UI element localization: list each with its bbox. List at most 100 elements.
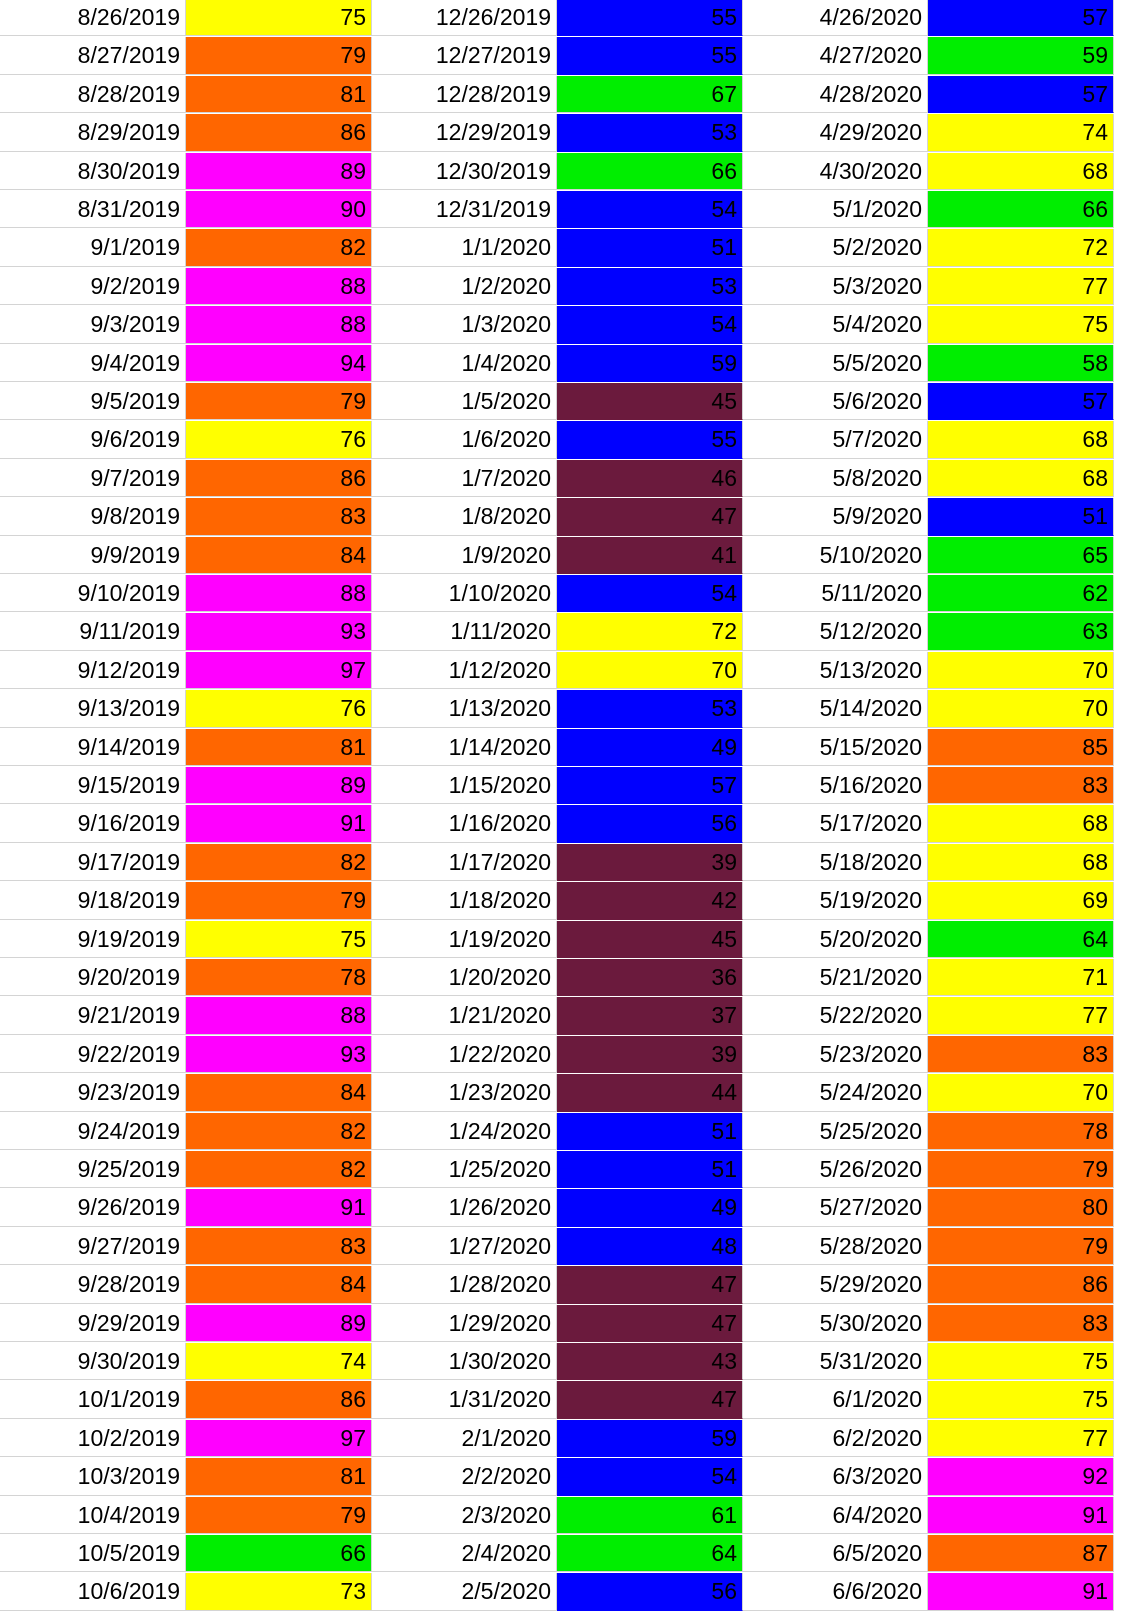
value-cell[interactable]: 66 bbox=[928, 191, 1114, 229]
value-cell[interactable]: 75 bbox=[928, 1343, 1114, 1381]
value-cell[interactable]: 74 bbox=[186, 1343, 372, 1381]
value-cell[interactable]: 63 bbox=[928, 613, 1114, 651]
date-cell[interactable]: 9/17/2019 bbox=[0, 843, 186, 882]
value-cell[interactable]: 70 bbox=[557, 651, 743, 690]
value-cell[interactable]: 36 bbox=[557, 959, 743, 997]
value-cell[interactable]: 42 bbox=[557, 882, 743, 920]
date-cell[interactable]: 2/4/2020 bbox=[372, 1535, 557, 1573]
date-cell[interactable]: 9/19/2019 bbox=[0, 920, 186, 958]
value-cell[interactable]: 64 bbox=[928, 920, 1114, 958]
date-cell[interactable]: 8/31/2019 bbox=[0, 191, 186, 229]
value-cell[interactable]: 82 bbox=[186, 843, 372, 882]
date-cell[interactable]: 1/18/2020 bbox=[372, 882, 557, 920]
date-cell[interactable]: 1/27/2020 bbox=[372, 1227, 557, 1266]
value-cell[interactable]: 89 bbox=[186, 767, 372, 805]
date-cell[interactable]: 8/30/2019 bbox=[0, 152, 186, 190]
value-cell[interactable]: 39 bbox=[557, 1035, 743, 1074]
date-cell[interactable]: 4/30/2020 bbox=[743, 152, 928, 190]
value-cell[interactable]: 47 bbox=[557, 498, 743, 536]
date-cell[interactable]: 1/19/2020 bbox=[372, 920, 557, 958]
date-cell[interactable]: 9/1/2019 bbox=[0, 229, 186, 267]
value-cell[interactable]: 81 bbox=[186, 75, 372, 114]
date-cell[interactable]: 1/5/2020 bbox=[372, 383, 557, 421]
value-cell[interactable]: 94 bbox=[186, 344, 372, 382]
date-cell[interactable]: 9/29/2019 bbox=[0, 1304, 186, 1342]
value-cell[interactable]: 72 bbox=[928, 229, 1114, 267]
value-cell[interactable]: 64 bbox=[557, 1535, 743, 1573]
value-cell[interactable]: 53 bbox=[557, 690, 743, 728]
date-cell[interactable]: 5/13/2020 bbox=[743, 651, 928, 690]
date-cell[interactable]: 12/31/2019 bbox=[372, 191, 557, 229]
value-cell[interactable]: 47 bbox=[557, 1304, 743, 1342]
value-cell[interactable]: 45 bbox=[557, 383, 743, 421]
date-cell[interactable]: 9/4/2019 bbox=[0, 344, 186, 382]
value-cell[interactable]: 59 bbox=[557, 344, 743, 382]
value-cell[interactable]: 56 bbox=[557, 805, 743, 843]
date-cell[interactable]: 5/20/2020 bbox=[743, 920, 928, 958]
date-cell[interactable]: 1/29/2020 bbox=[372, 1304, 557, 1342]
date-cell[interactable]: 9/18/2019 bbox=[0, 882, 186, 920]
value-cell[interactable]: 84 bbox=[186, 536, 372, 574]
date-cell[interactable]: 9/5/2019 bbox=[0, 383, 186, 421]
value-cell[interactable]: 75 bbox=[186, 920, 372, 958]
value-cell[interactable]: 87 bbox=[928, 1535, 1114, 1573]
date-cell[interactable]: 5/18/2020 bbox=[743, 843, 928, 882]
date-cell[interactable]: 9/8/2019 bbox=[0, 498, 186, 536]
value-cell[interactable]: 75 bbox=[928, 1381, 1114, 1419]
value-cell[interactable]: 88 bbox=[186, 306, 372, 344]
value-cell[interactable]: 70 bbox=[928, 1074, 1114, 1112]
value-cell[interactable]: 44 bbox=[557, 1074, 743, 1112]
value-cell[interactable]: 91 bbox=[928, 1573, 1114, 1611]
value-cell[interactable]: 77 bbox=[928, 1419, 1114, 1458]
value-cell[interactable]: 84 bbox=[186, 1266, 372, 1304]
date-cell[interactable]: 1/28/2020 bbox=[372, 1266, 557, 1304]
value-cell[interactable]: 47 bbox=[557, 1381, 743, 1419]
value-cell[interactable]: 46 bbox=[557, 459, 743, 498]
date-cell[interactable]: 12/28/2019 bbox=[372, 75, 557, 114]
value-cell[interactable]: 71 bbox=[928, 959, 1114, 997]
date-cell[interactable]: 4/29/2020 bbox=[743, 114, 928, 152]
date-cell[interactable]: 10/5/2019 bbox=[0, 1535, 186, 1573]
date-cell[interactable]: 9/14/2019 bbox=[0, 728, 186, 766]
value-cell[interactable]: 79 bbox=[186, 882, 372, 920]
date-cell[interactable]: 1/23/2020 bbox=[372, 1074, 557, 1112]
value-cell[interactable]: 62 bbox=[928, 575, 1114, 613]
date-cell[interactable]: 5/19/2020 bbox=[743, 882, 928, 920]
date-cell[interactable]: 5/27/2020 bbox=[743, 1189, 928, 1227]
value-cell[interactable]: 85 bbox=[928, 728, 1114, 766]
date-cell[interactable]: 1/11/2020 bbox=[372, 613, 557, 651]
value-cell[interactable]: 77 bbox=[928, 267, 1114, 306]
date-cell[interactable]: 1/25/2020 bbox=[372, 1151, 557, 1189]
date-cell[interactable]: 10/1/2019 bbox=[0, 1381, 186, 1419]
date-cell[interactable]: 1/31/2020 bbox=[372, 1381, 557, 1419]
value-cell[interactable]: 51 bbox=[557, 1151, 743, 1189]
date-cell[interactable]: 8/29/2019 bbox=[0, 114, 186, 152]
value-cell[interactable]: 82 bbox=[186, 1112, 372, 1150]
value-cell[interactable]: 70 bbox=[928, 690, 1114, 728]
value-cell[interactable]: 77 bbox=[928, 997, 1114, 1035]
value-cell[interactable]: 79 bbox=[186, 1496, 372, 1534]
value-cell[interactable]: 57 bbox=[928, 383, 1114, 421]
value-cell[interactable]: 86 bbox=[186, 1381, 372, 1419]
date-cell[interactable]: 1/14/2020 bbox=[372, 728, 557, 766]
date-cell[interactable]: 5/23/2020 bbox=[743, 1035, 928, 1074]
date-cell[interactable]: 1/2/2020 bbox=[372, 267, 557, 306]
date-cell[interactable]: 1/6/2020 bbox=[372, 421, 557, 459]
date-cell[interactable]: 9/7/2019 bbox=[0, 459, 186, 498]
date-cell[interactable]: 10/3/2019 bbox=[0, 1458, 186, 1496]
date-cell[interactable]: 2/2/2020 bbox=[372, 1458, 557, 1496]
date-cell[interactable]: 9/13/2019 bbox=[0, 690, 186, 728]
date-cell[interactable]: 1/3/2020 bbox=[372, 306, 557, 344]
date-cell[interactable]: 5/28/2020 bbox=[743, 1227, 928, 1266]
value-cell[interactable]: 69 bbox=[928, 882, 1114, 920]
date-cell[interactable]: 5/14/2020 bbox=[743, 690, 928, 728]
date-cell[interactable]: 9/20/2019 bbox=[0, 959, 186, 997]
date-cell[interactable]: 12/29/2019 bbox=[372, 114, 557, 152]
value-cell[interactable]: 57 bbox=[928, 0, 1114, 37]
value-cell[interactable]: 75 bbox=[186, 0, 372, 37]
value-cell[interactable]: 55 bbox=[557, 421, 743, 459]
date-cell[interactable]: 4/28/2020 bbox=[743, 75, 928, 114]
date-cell[interactable]: 9/21/2019 bbox=[0, 997, 186, 1035]
value-cell[interactable]: 78 bbox=[928, 1112, 1114, 1150]
value-cell[interactable]: 90 bbox=[186, 191, 372, 229]
